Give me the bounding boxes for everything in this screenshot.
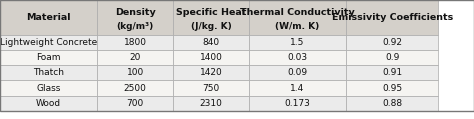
Text: 1400: 1400: [200, 53, 222, 62]
Bar: [249, 65, 346, 80]
Text: (J/kg. K): (J/kg. K): [191, 22, 231, 31]
Text: 2310: 2310: [200, 99, 222, 108]
Text: 0.03: 0.03: [287, 53, 308, 62]
Bar: [0, 50, 97, 65]
Text: Thatch: Thatch: [33, 68, 64, 77]
Text: Lightweight Concrete: Lightweight Concrete: [0, 38, 97, 47]
Bar: [0, 65, 97, 80]
Bar: [0, 35, 97, 50]
Text: Thermal Conductivity: Thermal Conductivity: [240, 8, 355, 17]
Text: 0.92: 0.92: [382, 38, 402, 47]
Bar: [97, 80, 173, 96]
Text: 0.91: 0.91: [382, 68, 402, 77]
Text: 700: 700: [127, 99, 144, 108]
Bar: [346, 50, 438, 65]
Text: (W/m. K): (W/m. K): [275, 22, 319, 31]
Bar: [249, 80, 346, 96]
Bar: [249, 35, 346, 50]
Text: Wood: Wood: [36, 99, 61, 108]
Text: 1.4: 1.4: [290, 84, 305, 92]
Bar: [346, 35, 438, 50]
Text: 20: 20: [129, 53, 141, 62]
Text: Glass: Glass: [36, 84, 61, 92]
Text: 0.9: 0.9: [385, 53, 400, 62]
Text: Material: Material: [27, 13, 71, 22]
Bar: [249, 96, 346, 111]
Bar: [0, 0, 97, 35]
Text: Foam: Foam: [36, 53, 61, 62]
Bar: [97, 50, 173, 65]
Bar: [173, 0, 249, 35]
Bar: [97, 96, 173, 111]
Text: Density: Density: [115, 8, 155, 17]
Bar: [249, 50, 346, 65]
Text: 0.173: 0.173: [284, 99, 310, 108]
Bar: [249, 0, 346, 35]
Bar: [173, 50, 249, 65]
Bar: [0, 111, 474, 119]
Bar: [97, 65, 173, 80]
Text: 1800: 1800: [124, 38, 146, 47]
Bar: [0, 96, 97, 111]
Text: 100: 100: [127, 68, 144, 77]
Bar: [97, 0, 173, 35]
Bar: [346, 0, 438, 35]
Text: 0.88: 0.88: [382, 99, 402, 108]
Bar: [173, 96, 249, 111]
Text: 0.95: 0.95: [382, 84, 402, 92]
Bar: [0, 80, 97, 96]
Text: 1.5: 1.5: [290, 38, 305, 47]
Bar: [346, 96, 438, 111]
Bar: [97, 35, 173, 50]
Bar: [173, 35, 249, 50]
Text: 840: 840: [202, 38, 219, 47]
Text: Emissivity Coefficients: Emissivity Coefficients: [332, 13, 453, 22]
Bar: [346, 65, 438, 80]
Text: 0.09: 0.09: [287, 68, 308, 77]
Bar: [173, 65, 249, 80]
Text: 2500: 2500: [124, 84, 146, 92]
Bar: [173, 80, 249, 96]
Text: (kg/m³): (kg/m³): [117, 22, 154, 31]
Text: 750: 750: [202, 84, 219, 92]
Bar: [346, 80, 438, 96]
Text: Specific Heat: Specific Heat: [176, 8, 246, 17]
Text: 1420: 1420: [200, 68, 222, 77]
